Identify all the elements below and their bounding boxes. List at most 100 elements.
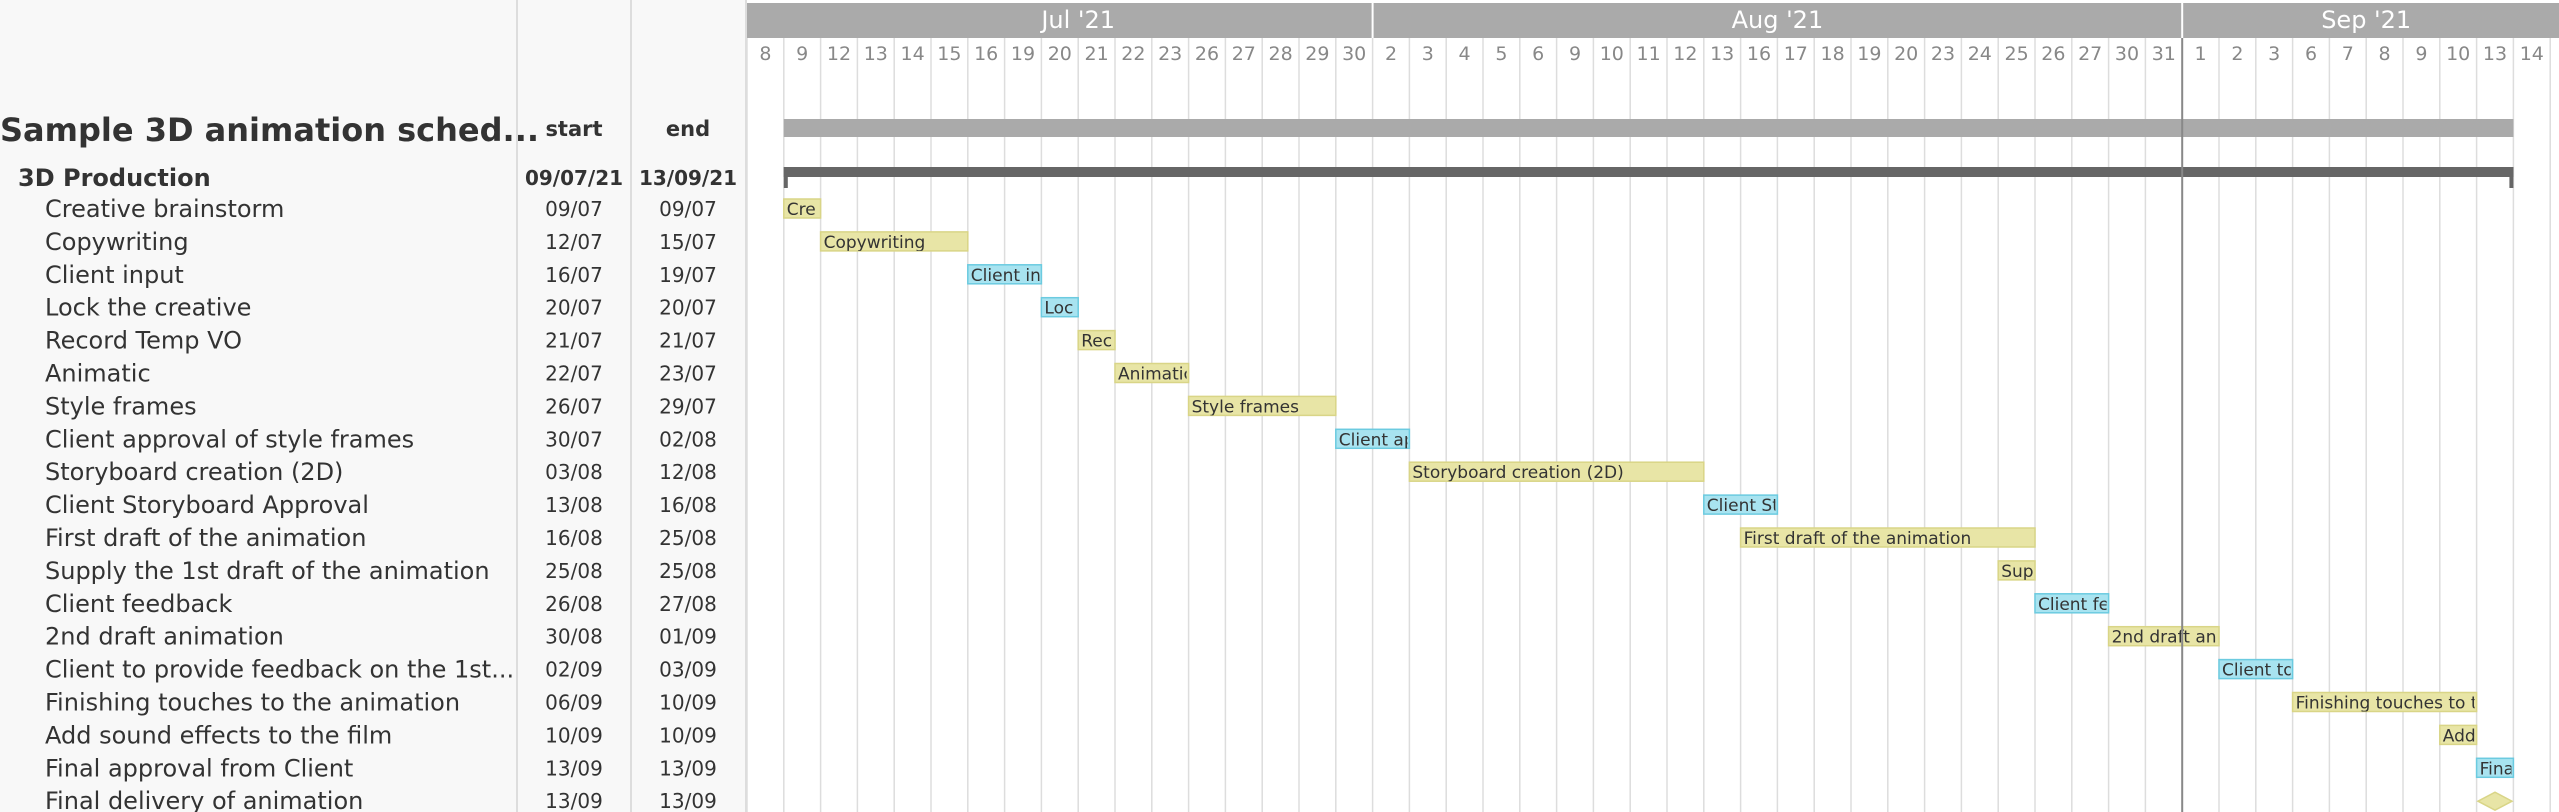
task-end-date: 16/08 — [659, 493, 717, 517]
task-name: Supply the 1st draft of the animation — [45, 557, 490, 585]
task-name: Final approval from Client — [45, 754, 353, 782]
task-bar-label: Sup — [2001, 562, 2033, 582]
day-tick-label: 27 — [2078, 43, 2102, 65]
task-bar[interactable] — [1703, 494, 1779, 515]
task-end-date: 25/08 — [659, 559, 717, 583]
task-name: 2nd draft animation — [45, 623, 284, 651]
day-tick-label: 27 — [1232, 43, 1256, 65]
task-row: Add sound effects to the film 10/09 10/09 A… — [45, 721, 2478, 749]
task-bar-label: Client fe — [2038, 595, 2109, 615]
task-row: Lock the creative 20/07 20/07 Loc — [45, 294, 1079, 322]
day-tick-label: 13 — [2483, 43, 2507, 65]
task-row: Finishing touches to the animation 06/09 1… — [45, 689, 2478, 717]
day-tick-label: 31 — [2152, 43, 2176, 65]
task-row: Client input 16/07 19/07 Client in — [45, 261, 1043, 289]
task-row: Animatic 22/07 23/07 Animatic — [45, 360, 1193, 388]
task-row: Final delivery of animation 13/09 13/09 — [45, 787, 2514, 812]
task-bar-label: Animatic — [1118, 365, 1193, 385]
task-bar[interactable] — [819, 231, 969, 252]
task-bar[interactable] — [2218, 658, 2294, 680]
day-tick-label: 10 — [1600, 43, 1624, 65]
task-name: Add sound effects to the film — [45, 721, 392, 749]
task-end-date: 19/07 — [659, 263, 717, 287]
task-bar[interactable] — [2034, 593, 2110, 614]
task-name: Client Storyboard Approval — [45, 491, 369, 519]
day-tick-label: 2 — [2231, 43, 2243, 65]
task-bar[interactable] — [2291, 691, 2478, 713]
task-bar-label: Finishing touches to t — [2296, 694, 2478, 714]
day-tick-label: 3 — [2268, 43, 2280, 65]
task-name: Creative brainstorm — [45, 195, 284, 223]
task-end-date: 15/07 — [659, 230, 717, 254]
task-bar[interactable] — [1335, 428, 1411, 450]
task-bar[interactable] — [1114, 362, 1190, 384]
group-bar-start-tick — [783, 167, 788, 188]
day-tick-label: 12 — [827, 43, 851, 65]
day-tick-label: 16 — [1747, 43, 1771, 65]
day-tick-label: 19 — [1857, 43, 1881, 65]
task-start-date: 21/07 — [545, 329, 603, 353]
day-labels: 8 9 12 13 14 15 16 19 20 21 22 23 26 27 28 29 30 2 3 4 5 6 9 10… — [759, 43, 2544, 65]
task-start-date: 06/09 — [545, 691, 603, 715]
month-label: Sep '21 — [2321, 6, 2411, 34]
task-row: First draft of the animation 16/08 25/08 Fi… — [45, 524, 2036, 552]
task-row: Style frames 26/07 29/07 Style frames — [45, 392, 1337, 420]
task-name: Lock the creative — [45, 294, 251, 322]
task-end-date: 13/09 — [659, 789, 717, 812]
task-end-date: 23/07 — [659, 362, 717, 386]
task-bar-label: Loc — [1044, 299, 1073, 319]
task-bar[interactable] — [1077, 329, 1116, 351]
task-bar-label: Add — [2443, 726, 2476, 746]
task-end-date: 10/09 — [659, 691, 717, 715]
task-bar[interactable] — [2475, 757, 2515, 779]
day-tick-label: 25 — [2005, 43, 2029, 65]
task-bar[interactable] — [783, 198, 822, 219]
day-tick-label: 13 — [1710, 43, 1734, 65]
day-tick-label: 5 — [1495, 43, 1507, 65]
task-name: Client approval of style frames — [45, 425, 414, 453]
task-bar[interactable] — [1997, 560, 2036, 581]
task-end-date: 27/08 — [659, 592, 717, 616]
day-tick-label: 14 — [2520, 43, 2544, 65]
month-labels: Jul '21 Aug '21 Sep '21 — [1039, 3, 2411, 38]
task-start-date: 30/07 — [545, 427, 603, 451]
day-tick-label: 26 — [2041, 43, 2065, 65]
task-name: Storyboard creation (2D) — [45, 458, 343, 486]
task-bar[interactable] — [1739, 527, 2036, 548]
task-bar[interactable] — [1187, 395, 1337, 417]
task-bar[interactable] — [967, 264, 1043, 285]
task-row: Creative brainstorm 09/07 09/07 Cre — [45, 195, 822, 223]
chart-title: Sample 3D animation sched... — [0, 111, 539, 149]
group-bar-body — [783, 167, 2514, 177]
task-bar[interactable] — [1040, 296, 1079, 318]
day-tick-label: 30 — [1342, 43, 1366, 65]
task-end-date: 09/07 — [659, 197, 717, 221]
task-end-date: 20/07 — [659, 296, 717, 320]
day-tick-label: 15 — [937, 43, 961, 65]
day-tick-label: 23 — [1931, 43, 1955, 65]
grid-layer — [746, 38, 2551, 812]
task-row: Client Storyboard Approval 13/08 16/08 Clie… — [45, 491, 1779, 519]
day-tick-label: 4 — [1459, 43, 1471, 65]
task-row: Storyboard creation (2D) 03/08 12/08 Storyb… — [45, 458, 1705, 486]
milestone-marker[interactable] — [2476, 791, 2514, 812]
task-bar-label: Storyboard creation (2D) — [1412, 463, 1623, 483]
day-tick-label: 9 — [1569, 43, 1581, 65]
task-bar-label: Fina — [2480, 759, 2514, 779]
day-tick-label: 19 — [1011, 43, 1035, 65]
task-bar[interactable] — [2439, 724, 2478, 746]
task-rows: Creative brainstorm 09/07 09/07 Cre Copywrit… — [45, 195, 2515, 812]
column-header-start: start — [545, 117, 602, 141]
task-name: Final delivery of animation — [45, 787, 363, 812]
day-tick-label: 1 — [2195, 43, 2207, 65]
day-tick-label: 3 — [1422, 43, 1434, 65]
group-end-date: 13/09/21 — [639, 166, 737, 190]
day-tick-label: 18 — [1821, 43, 1845, 65]
day-tick-label: 20 — [1048, 43, 1072, 65]
task-bar-label: Client to — [2222, 661, 2294, 681]
task-start-date: 26/07 — [545, 394, 603, 418]
task-bar[interactable] — [1408, 461, 1705, 482]
task-bar[interactable] — [2107, 625, 2220, 647]
day-tick-label: 23 — [1158, 43, 1182, 65]
task-start-date: 26/08 — [545, 592, 603, 616]
